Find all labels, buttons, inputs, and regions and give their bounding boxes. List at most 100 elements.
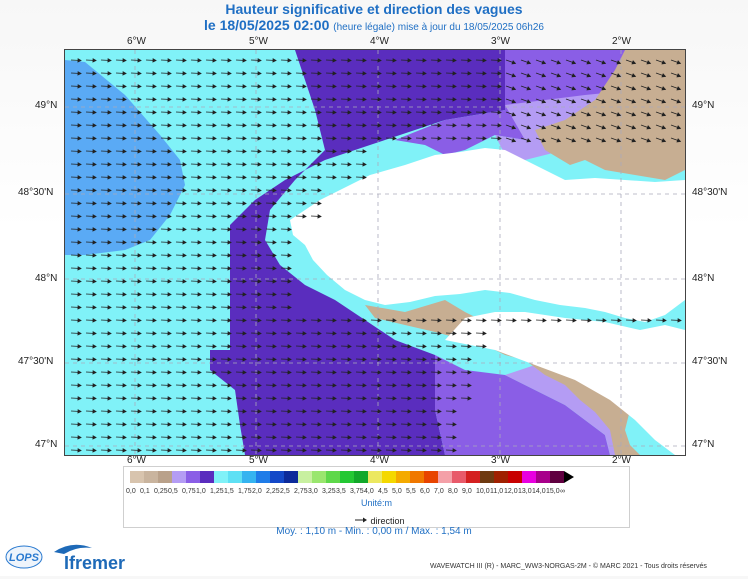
colorbar-swatch	[312, 471, 326, 483]
stats-line: Moy. : 1,10 m - Min. : 0,00 m / Max. : 1…	[0, 526, 748, 537]
colorbar-swatch	[424, 471, 438, 483]
colorbar-label: 5,0	[392, 488, 402, 495]
colorbar-swatch	[438, 471, 452, 483]
colorbar-swatch	[200, 471, 214, 483]
colorbar-swatch	[144, 471, 158, 483]
lon-label-bottom: 3°W	[491, 455, 510, 466]
lat-label-right: 48°N	[692, 273, 714, 284]
colorbar-overflow-arrow	[564, 471, 574, 483]
colorbar-label: 3,5	[336, 488, 346, 495]
lat-label-right: 47°N	[692, 439, 714, 450]
colorbar-swatch	[354, 471, 368, 483]
lat-label-right: 49°N	[692, 100, 714, 111]
colorbar-swatch	[284, 471, 298, 483]
colorbar-swatch	[382, 471, 396, 483]
lat-label-right: 48°30'N	[692, 187, 727, 198]
direction-arrow-icon	[354, 516, 368, 524]
colorbar-swatch	[340, 471, 354, 483]
lat-label-left: 47°N	[35, 439, 57, 450]
colorbar-swatch	[368, 471, 382, 483]
colorbar-swatch	[298, 471, 312, 483]
colorbar-swatch	[536, 471, 550, 483]
direction-label: direction	[371, 516, 405, 526]
colorbar-swatch	[494, 471, 508, 483]
colorbar-label: 5,5	[406, 488, 416, 495]
colorbar-label: 4,5	[378, 488, 388, 495]
colorbar-swatch	[158, 471, 172, 483]
colorbar-label: 2,25	[266, 488, 280, 495]
colorbar-label: 14,0	[532, 488, 546, 495]
lon-label-bottom: 5°W	[249, 455, 268, 466]
lon-label-top: 4°W	[370, 36, 389, 47]
colorbar-label: 4,0	[364, 488, 374, 495]
colorbar-swatch	[242, 471, 256, 483]
colorbar-swatch	[326, 471, 340, 483]
map-title: Hauteur significative et direction des v…	[0, 1, 748, 17]
colorbar-label: 2,75	[294, 488, 308, 495]
colorbar-label: 12,0	[504, 488, 518, 495]
colorbar-swatch	[228, 471, 242, 483]
colorbar-label: ∞	[560, 488, 565, 495]
lat-label-left: 49°N	[35, 100, 57, 111]
lon-label-bottom: 2°W	[612, 455, 631, 466]
direction-legend: direction	[354, 516, 405, 526]
colorbar-label: 10,0	[476, 488, 490, 495]
colorbar-label: 3,0	[308, 488, 318, 495]
colorbar-label: 1,0	[196, 488, 206, 495]
colorbar-label: 1,75	[238, 488, 252, 495]
lat-label-left: 48°30'N	[18, 187, 53, 198]
colorbar-swatch	[256, 471, 270, 483]
date-line: le 18/05/2025 02:00	[204, 17, 329, 33]
colorbar-swatch	[410, 471, 424, 483]
lat-label-left: 48°N	[35, 273, 57, 284]
lat-label-left: 47°30'N	[18, 356, 53, 367]
update-note: (heure légale) mise à jour du 18/05/2025…	[333, 22, 544, 33]
colorbar-label: 0,1	[140, 488, 150, 495]
colorbar-label: 7,0	[434, 488, 444, 495]
unit-label: Unité:m	[124, 498, 629, 508]
lat-label-right: 47°30'N	[692, 356, 727, 367]
colorbar-swatch	[480, 471, 494, 483]
colorbar-label: 6,0	[420, 488, 430, 495]
colorbar-label: 3,75	[350, 488, 364, 495]
colorbar-label: 1,5	[224, 488, 234, 495]
colorbar-label: 13,0	[518, 488, 532, 495]
svg-text:LOPS: LOPS	[9, 552, 40, 564]
colorbar-swatch	[214, 471, 228, 483]
colorbar-label: 9,0	[462, 488, 472, 495]
colorbar-label: 1,25	[210, 488, 224, 495]
colorbar-swatch	[550, 471, 564, 483]
colorbar-swatch	[466, 471, 480, 483]
colorbar-label: 11,0	[490, 488, 503, 495]
colorbar-swatch	[508, 471, 522, 483]
lon-label-bottom: 6°W	[127, 455, 146, 466]
wave-map-canvas	[65, 50, 685, 455]
colorbar-swatch	[452, 471, 466, 483]
colorbar-label: 0,0	[126, 488, 136, 495]
lops-logo: LOPS	[4, 541, 48, 576]
map-subtitle: le 18/05/2025 02:00 (heure légale) mise …	[0, 17, 748, 33]
colorbar-label: 0,25	[154, 488, 168, 495]
colorbar-swatch	[172, 471, 186, 483]
wave-map[interactable]	[64, 49, 686, 456]
colorbar-label: 8,0	[448, 488, 458, 495]
ifremer-logo: Ifremer	[52, 540, 142, 579]
copyright-footer: WAVEWATCH III (R) - MARC_WW3-NORGAS-2M -…	[430, 563, 707, 570]
colorbar-label: 0,75	[182, 488, 196, 495]
svg-text:Ifremer: Ifremer	[64, 553, 125, 573]
lon-label-bottom: 4°W	[370, 455, 389, 466]
colorbar	[130, 471, 574, 483]
colorbar-label: 3,25	[322, 488, 336, 495]
colorbar-swatch	[522, 471, 536, 483]
colorbar-label: 15,0	[546, 488, 560, 495]
colorbar-swatch	[186, 471, 200, 483]
lon-label-top: 5°W	[249, 36, 268, 47]
colorbar-label: 0,5	[168, 488, 178, 495]
colorbar-swatch	[130, 471, 144, 483]
colorbar-label: 2,0	[252, 488, 262, 495]
colorbar-label: 2,5	[280, 488, 290, 495]
colorbar-swatch	[270, 471, 284, 483]
lon-label-top: 2°W	[612, 36, 631, 47]
lon-label-top: 6°W	[127, 36, 146, 47]
